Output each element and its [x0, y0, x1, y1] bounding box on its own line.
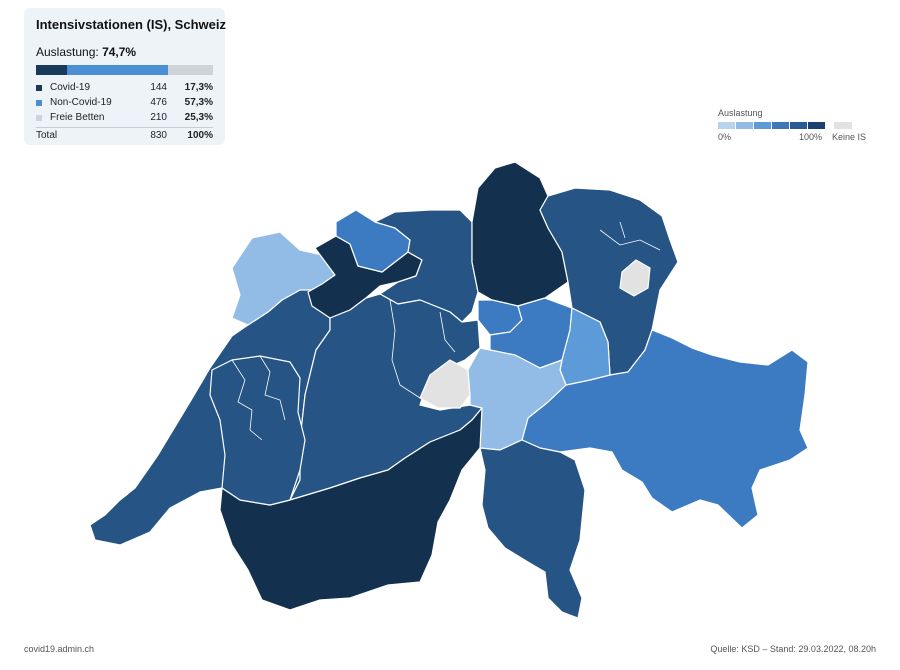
row-percent: 57,3%: [184, 97, 213, 108]
row-label: Freie Betten: [50, 112, 105, 123]
region-uri[interactable]: [467, 347, 567, 451]
legend-bin: [754, 122, 771, 129]
bar-segment-non-covid: [66, 65, 169, 75]
capacity-stacked-bar: [36, 65, 213, 75]
region-ticino[interactable]: [479, 439, 586, 619]
footer-source-site: covid19.admin.ch: [24, 644, 95, 654]
district-boundary: [599, 229, 661, 251]
district-boundary: [119, 493, 129, 501]
table-row-total: Total 830 100%: [36, 127, 213, 143]
capacity-table: Covid-19 144 17,3% Non-Covid-19 476 57,3…: [36, 80, 213, 143]
legend-color-scale: [718, 122, 878, 129]
table-row-covid: Covid-19 144 17,3%: [36, 80, 213, 95]
row-percent: 25,3%: [184, 112, 213, 123]
utilization-line: Auslastung: 74,7%: [36, 45, 213, 59]
legend-max-label: 100%: [799, 132, 823, 142]
region-fribourg[interactable]: [209, 355, 306, 506]
district-boundary: [389, 299, 421, 399]
table-row-free-beds: Freie Betten 210 25,3%: [36, 110, 213, 125]
map-legend: Auslastung 0% 100% Keine IS: [718, 108, 878, 144]
region-wallis[interactable]: [219, 407, 483, 611]
legend-bin: [718, 122, 735, 129]
district-boundary: [259, 355, 286, 421]
legend-none-label: Keine IS: [832, 132, 867, 142]
district-boundary: [231, 359, 263, 441]
legend-labels: 0% 100% Keine IS: [718, 132, 878, 144]
utilization-label: Auslastung:: [36, 45, 99, 59]
row-label: Non-Covid-19: [50, 97, 112, 108]
total-count: 830: [150, 130, 167, 141]
utilization-value: 74,7%: [102, 45, 137, 59]
region-appenzell[interactable]: [619, 259, 651, 297]
footer-source-note: Quelle: KSD – Stand: 29.03.2022, 08.20h: [710, 644, 876, 654]
total-label: Total: [36, 130, 58, 141]
legend-min-label: 0%: [718, 132, 732, 142]
non-covid-swatch: [36, 99, 42, 106]
region-obwalden-nidwalden[interactable]: [419, 359, 471, 409]
panel-title: Intensivstationen (IS), Schweiz: [36, 17, 226, 32]
row-count: 210: [150, 112, 167, 123]
district-boundary: [439, 311, 456, 353]
legend-no-icu-swatch: [834, 122, 852, 129]
free-beds-swatch: [36, 114, 42, 121]
legend-bin: [772, 122, 789, 129]
legend-title: Auslastung: [718, 108, 763, 118]
legend-bin: [808, 122, 825, 129]
legend-bin: [790, 122, 807, 129]
region-jura[interactable]: [231, 231, 336, 326]
row-label: Covid-19: [50, 82, 91, 93]
district-boundary: [619, 221, 626, 239]
row-percent: 17,3%: [184, 82, 213, 93]
bar-segment-covid: [36, 65, 67, 75]
covid-swatch: [36, 84, 42, 91]
legend-bin: [736, 122, 753, 129]
bar-segment-free-beds: [168, 65, 213, 75]
total-percent: 100%: [187, 130, 213, 141]
row-count: 476: [150, 97, 167, 108]
region-glarus[interactable]: [559, 307, 611, 386]
summary-panel: Intensivstationen (IS), Schweiz Auslastu…: [24, 8, 226, 145]
row-count: 144: [150, 82, 167, 93]
table-row-non-covid: Non-Covid-19 476 57,3%: [36, 95, 213, 110]
